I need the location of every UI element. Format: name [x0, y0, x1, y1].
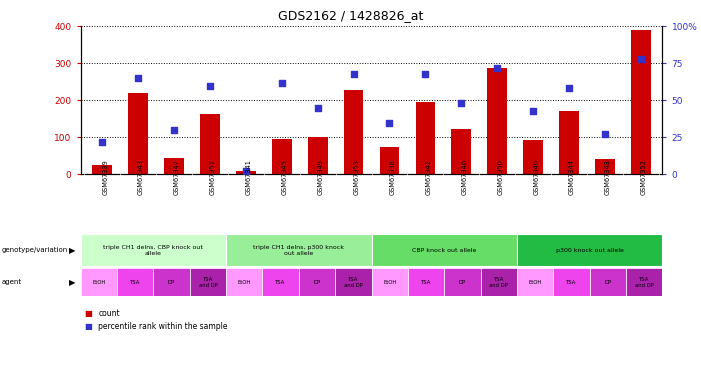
Bar — [236, 171, 256, 174]
Bar — [226, 268, 262, 296]
Bar — [416, 102, 435, 174]
Bar — [553, 268, 590, 296]
Bar — [517, 234, 662, 266]
Bar — [93, 165, 112, 174]
Text: DP: DP — [604, 280, 611, 285]
Bar — [595, 159, 615, 174]
Point — [204, 82, 215, 88]
Bar — [408, 268, 444, 296]
Bar — [308, 137, 327, 174]
Text: ■: ■ — [84, 322, 92, 331]
Point — [168, 127, 179, 133]
Text: triple CH1 delns, CBP knock out
allele: triple CH1 delns, CBP knock out allele — [104, 245, 203, 256]
Bar — [523, 140, 543, 174]
Bar — [380, 147, 400, 174]
Bar — [335, 268, 372, 296]
Text: p300 knock out allele: p300 knock out allele — [556, 248, 624, 253]
Bar — [517, 268, 553, 296]
Text: CBP knock out allele: CBP knock out allele — [412, 248, 477, 253]
Text: EtOH: EtOH — [238, 280, 251, 285]
Text: GSM67345: GSM67345 — [282, 159, 287, 195]
Bar — [631, 30, 651, 174]
Text: TSA
and DP: TSA and DP — [344, 277, 362, 288]
Text: percentile rank within the sample: percentile rank within the sample — [98, 322, 228, 331]
Text: GSM67353: GSM67353 — [353, 159, 360, 195]
Point — [491, 65, 503, 71]
Text: ▶: ▶ — [69, 278, 76, 287]
Text: EtOH: EtOH — [383, 280, 396, 285]
Text: EtOH: EtOH — [529, 280, 542, 285]
Bar — [559, 111, 579, 174]
Bar — [481, 268, 517, 296]
Text: GSM67349: GSM67349 — [318, 159, 324, 195]
Text: GSM67343: GSM67343 — [138, 159, 144, 195]
Point — [456, 100, 467, 106]
Text: TSA: TSA — [275, 280, 286, 285]
Point — [599, 131, 611, 137]
Bar — [451, 129, 471, 174]
Bar — [164, 158, 184, 174]
Bar — [81, 268, 117, 296]
Text: DP: DP — [313, 280, 320, 285]
Text: GSM67338: GSM67338 — [390, 159, 395, 195]
Bar — [590, 268, 626, 296]
Text: GSM67347: GSM67347 — [174, 159, 180, 195]
Text: DP: DP — [168, 280, 175, 285]
Point — [384, 120, 395, 126]
Text: GDS2162 / 1428826_at: GDS2162 / 1428826_at — [278, 9, 423, 22]
Text: DP: DP — [459, 280, 466, 285]
Point — [312, 105, 323, 111]
Text: TSA: TSA — [130, 280, 140, 285]
Text: GSM67346: GSM67346 — [461, 159, 468, 195]
Text: GSM67352: GSM67352 — [641, 159, 647, 195]
Text: ▶: ▶ — [69, 246, 76, 255]
Text: TSA
and DP: TSA and DP — [198, 277, 217, 288]
Bar — [372, 234, 517, 266]
Bar — [117, 268, 154, 296]
Text: GSM67340: GSM67340 — [533, 159, 539, 195]
Bar — [262, 268, 299, 296]
Text: TSA: TSA — [566, 280, 577, 285]
Text: GSM67351: GSM67351 — [210, 159, 216, 195]
Bar — [372, 268, 408, 296]
Point — [420, 70, 431, 76]
Bar — [626, 268, 662, 296]
Point — [564, 86, 575, 92]
Text: GSM67341: GSM67341 — [246, 159, 252, 195]
Point — [97, 139, 108, 145]
Text: triple CH1 delns, p300 knock
out allele: triple CH1 delns, p300 knock out allele — [253, 245, 344, 256]
Point — [528, 108, 539, 114]
Bar — [200, 114, 220, 174]
Point — [132, 75, 144, 81]
Text: GSM67344: GSM67344 — [569, 159, 575, 195]
Text: TSA
and DP: TSA and DP — [489, 277, 508, 288]
Point — [240, 168, 252, 174]
Text: ■: ■ — [84, 309, 92, 318]
Text: agent: agent — [1, 279, 22, 285]
Bar — [343, 90, 363, 174]
Bar — [154, 268, 190, 296]
Text: GSM67342: GSM67342 — [426, 159, 431, 195]
Text: count: count — [98, 309, 120, 318]
Text: TSA
and DP: TSA and DP — [635, 277, 653, 288]
Bar — [226, 234, 372, 266]
Text: GSM67348: GSM67348 — [605, 159, 611, 195]
Text: genotype/variation: genotype/variation — [1, 248, 68, 254]
Bar — [444, 268, 481, 296]
Text: TSA: TSA — [421, 280, 431, 285]
Bar — [272, 139, 292, 174]
Bar — [487, 68, 507, 174]
Text: GSM67350: GSM67350 — [497, 159, 503, 195]
Point — [276, 80, 287, 86]
Text: GSM67339: GSM67339 — [102, 159, 108, 195]
Point — [635, 56, 646, 62]
Text: EtOH: EtOH — [92, 280, 105, 285]
Point — [348, 70, 359, 76]
Bar — [81, 234, 226, 266]
Bar — [299, 268, 335, 296]
Bar — [128, 93, 148, 174]
Bar — [190, 268, 226, 296]
